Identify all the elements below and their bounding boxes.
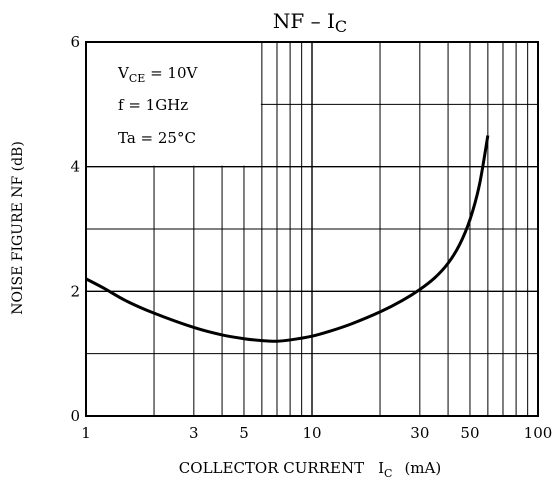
y-tick-label: 2 bbox=[70, 282, 80, 300]
x-axis-label-sub: C bbox=[384, 467, 392, 480]
x-tick-label: 5 bbox=[239, 424, 249, 442]
x-tick-label: 100 bbox=[524, 424, 553, 442]
x-tick-label: 30 bbox=[410, 424, 429, 442]
x-axis-label-symbol: I bbox=[378, 459, 384, 477]
x-tick-label: 50 bbox=[460, 424, 479, 442]
grid bbox=[86, 42, 538, 416]
x-axis-label-unit: (mA) bbox=[404, 459, 441, 477]
conditions-legend-box: VCE = 10V f = 1GHz Ta = 25°C bbox=[87, 43, 261, 166]
y-axis-label: NOISE FIGURE NF (dB) bbox=[10, 141, 26, 315]
chart-title-main: NF – I bbox=[273, 9, 335, 33]
legend-vce-value: = 10V bbox=[145, 64, 198, 82]
x-tick-label: 1 bbox=[81, 424, 91, 442]
legend-vce-prefix: V bbox=[117, 64, 130, 82]
x-tick-labels: 1 3 5 10 30 50 100 bbox=[81, 424, 552, 442]
noise-figure-curve bbox=[85, 135, 490, 343]
conditions-legend-background bbox=[87, 43, 261, 166]
y-tick-labels: 0 2 4 6 bbox=[70, 33, 80, 425]
chart-title: NF – IC bbox=[273, 9, 347, 36]
legend-temperature: Ta = 25°C bbox=[118, 129, 196, 147]
x-axis-label: COLLECTOR CURRENT IC (mA) bbox=[179, 459, 441, 480]
legend-vce-sub: CE bbox=[129, 72, 145, 85]
y-tick-label: 0 bbox=[70, 407, 80, 425]
y-tick-label: 4 bbox=[70, 158, 80, 176]
y-tick-label: 6 bbox=[70, 33, 80, 51]
legend-frequency: f = 1GHz bbox=[118, 96, 188, 114]
x-axis-label-prefix: COLLECTOR CURRENT bbox=[179, 459, 364, 477]
x-tick-label: 10 bbox=[302, 424, 321, 442]
legend-vce: VCE = 10V bbox=[117, 64, 198, 85]
chart-title-sub: C bbox=[335, 17, 347, 36]
x-tick-label: 3 bbox=[189, 424, 199, 442]
plot-frame bbox=[85, 41, 539, 417]
